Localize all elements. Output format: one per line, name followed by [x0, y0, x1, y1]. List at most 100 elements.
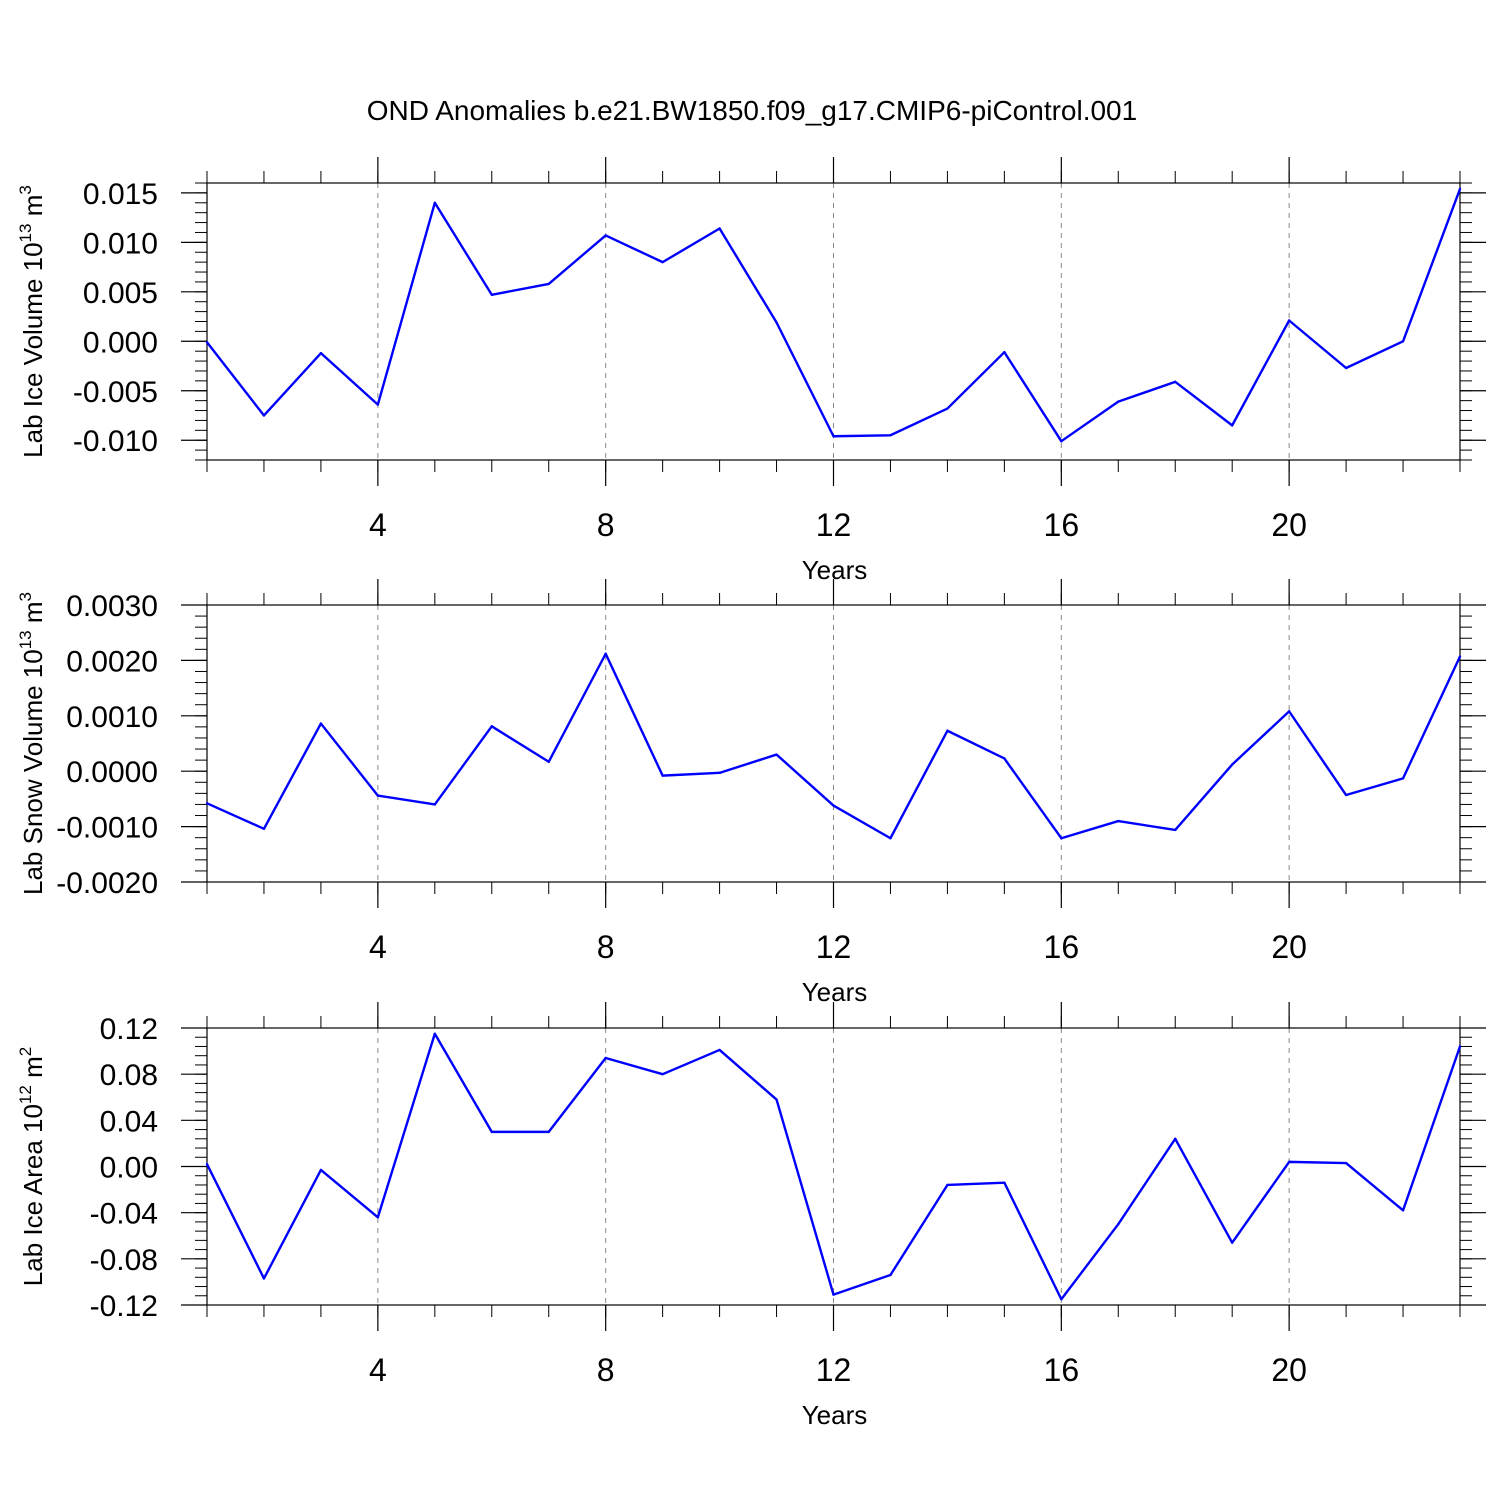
data-point — [1458, 187, 1462, 191]
data-point — [433, 1032, 437, 1035]
x-tick-label: 4 — [369, 507, 387, 543]
y-axis-title-unit-exponent: 3 — [16, 185, 35, 194]
y-tick-label: 0.000 — [83, 326, 158, 359]
data-point — [1003, 350, 1006, 354]
data-point — [1401, 777, 1405, 780]
x-tick-label: 4 — [369, 929, 387, 965]
data-point — [1287, 710, 1291, 713]
y-axis-title-main: Lab Ice Volume 10 — [18, 242, 48, 457]
data-point — [490, 293, 493, 296]
x-tick-label: 16 — [1044, 929, 1080, 965]
x-tick-label: 8 — [597, 929, 615, 965]
data-point — [718, 1048, 721, 1052]
y-tick-label: 0.04 — [100, 1105, 158, 1138]
data-point — [262, 414, 266, 417]
x-tick-label: 16 — [1044, 1352, 1080, 1388]
data-point — [1174, 828, 1177, 832]
y-tick-label: -0.010 — [73, 425, 158, 458]
data-point — [604, 652, 607, 655]
data-point — [832, 435, 835, 438]
data-point — [205, 802, 209, 805]
data-point — [1401, 340, 1405, 343]
data-point — [775, 1098, 778, 1101]
data-point — [319, 351, 323, 355]
x-tick-label: 12 — [816, 1352, 852, 1388]
data-point — [1401, 1209, 1405, 1212]
y-axis-title-main: Lab Ice Area 10 — [18, 1104, 48, 1286]
y-tick-label: 0.005 — [83, 277, 158, 310]
x-tick-label: 20 — [1271, 929, 1307, 965]
data-point — [1458, 655, 1462, 658]
data-point — [1230, 1241, 1234, 1244]
data-point — [1117, 1223, 1120, 1226]
data-point — [604, 1056, 607, 1060]
data-point — [490, 725, 493, 728]
y-axis-title-unit-exponent: 2 — [16, 1047, 35, 1056]
data-point — [1174, 1137, 1177, 1141]
data-point — [319, 722, 323, 725]
data-point — [832, 1293, 835, 1296]
data-point — [1117, 819, 1120, 823]
data-point — [1117, 400, 1120, 403]
x-axis-title: Years — [802, 555, 868, 585]
x-tick-label: 12 — [816, 507, 852, 543]
y-tick-label: 0.015 — [83, 178, 158, 211]
data-point — [376, 403, 380, 406]
y-tick-label: 0.08 — [100, 1059, 158, 1092]
data-point — [1060, 1298, 1063, 1301]
y-tick-label: 0.0030 — [66, 590, 158, 623]
x-axis-title: Years — [802, 977, 868, 1007]
y-tick-label: 0.010 — [83, 227, 158, 260]
data-point — [1060, 837, 1063, 840]
y-tick-label: 0.0020 — [66, 645, 158, 678]
y-axis-title-unit: m — [18, 195, 48, 224]
data-point — [1287, 1160, 1291, 1164]
y-tick-label: 0.0010 — [66, 701, 158, 734]
data-point — [1344, 793, 1348, 797]
data-point — [718, 227, 721, 230]
data-point — [889, 1273, 892, 1277]
data-point — [1287, 319, 1291, 322]
data-point — [547, 760, 550, 763]
data-point — [433, 201, 437, 204]
data-point — [832, 804, 835, 807]
y-axis-title-exponent: 12 — [16, 1085, 35, 1104]
data-point — [1230, 763, 1234, 766]
panel-2: 4 8 12 16 20 -0.0020 -0.0010 0.0000 0.0010 0.0020… — [16, 579, 1486, 1007]
y-axis-title: Lab Snow Volume 1013 m3 — [16, 592, 48, 895]
x-tick-label: 4 — [369, 1352, 387, 1388]
data-point — [376, 1216, 380, 1219]
data-point — [433, 803, 437, 806]
data-point — [718, 771, 721, 775]
data-point — [547, 282, 550, 286]
data-point — [946, 729, 949, 732]
data-point — [775, 321, 778, 324]
data-point — [1344, 366, 1348, 370]
data-point — [376, 794, 380, 797]
x-tick-label: 16 — [1044, 507, 1080, 543]
data-point — [661, 774, 664, 777]
y-axis-title-main: Lab Snow Volume 10 — [18, 649, 48, 895]
data-point — [946, 407, 949, 410]
panel-3: 4 8 12 16 20 -0.12 -0.08 -0.04 0.00 0.04 0.08 0.12 Y… — [16, 1002, 1486, 1430]
data-point — [262, 827, 266, 831]
data-point — [262, 1277, 266, 1280]
x-tick-label: 8 — [597, 507, 615, 543]
y-tick-label: 0.00 — [100, 1152, 158, 1185]
y-tick-label: -0.08 — [90, 1244, 158, 1277]
data-point — [1060, 440, 1063, 443]
y-axis-title-exponent: 13 — [16, 630, 35, 649]
data-point — [604, 234, 607, 237]
y-tick-label: -0.04 — [90, 1198, 158, 1231]
y-tick-label: -0.0020 — [56, 867, 158, 900]
y-tick-label: -0.005 — [73, 376, 158, 409]
data-point — [661, 1072, 664, 1076]
data-point — [946, 1183, 949, 1187]
y-axis-title-exponent: 13 — [16, 224, 35, 243]
data-point — [1003, 1181, 1006, 1184]
data-point — [1344, 1161, 1348, 1165]
data-point — [547, 1130, 550, 1134]
panel-1: 4 8 12 16 20 -0.010 -0.005 0.000 0.005 0.010 0.015… — [16, 157, 1486, 585]
y-tick-label: 0.0000 — [66, 756, 158, 789]
